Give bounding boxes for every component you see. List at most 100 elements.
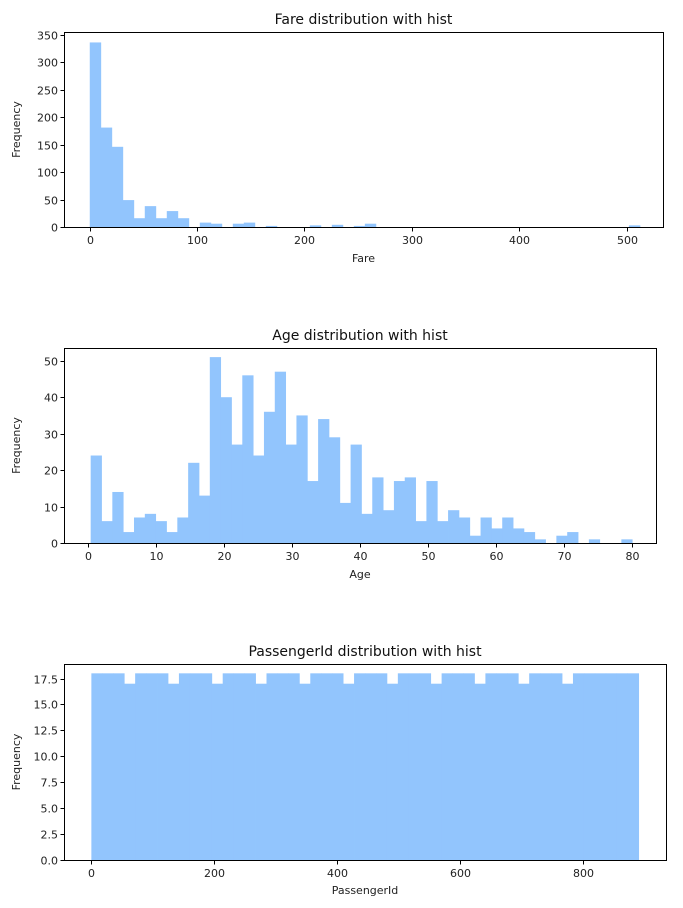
x-axis-label: PassengerId (332, 884, 399, 897)
histogram-bar (485, 673, 497, 860)
x-axis-label: Fare (352, 252, 375, 265)
y-tick-label: 10 (44, 502, 58, 515)
histogram-bar (122, 200, 135, 227)
histogram-bar (419, 673, 432, 860)
histogram-bar (474, 683, 486, 860)
histogram-bar (354, 673, 366, 860)
histogram-bar (123, 532, 135, 543)
histogram-bar (339, 502, 351, 543)
histogram-bar (627, 673, 640, 860)
y-tick-label: 350 (37, 30, 58, 43)
histogram-bar (556, 535, 568, 543)
histogram-bar (209, 357, 222, 543)
x-tick-label: 100 (187, 234, 208, 247)
histogram-bar (605, 673, 618, 860)
histogram-bar (89, 42, 102, 228)
histogram-bar (299, 683, 311, 860)
histogram-bar (507, 673, 519, 860)
histogram-bar (523, 532, 536, 543)
histogram-bar (91, 673, 103, 860)
histogram-bar (452, 673, 464, 860)
y-tick-label: 50 (44, 195, 58, 208)
histogram-bar (144, 513, 157, 543)
histogram-bar (177, 517, 189, 543)
histogram-bar (441, 673, 453, 860)
histogram-bar (588, 539, 601, 543)
histogram-bar (274, 371, 287, 543)
histogram-bar (253, 455, 265, 543)
x-tick-label: 0 (88, 867, 95, 880)
y-tick-label: 12.5 (34, 725, 59, 738)
histogram-bar (296, 415, 308, 543)
y-tick-label: 5.0 (41, 803, 59, 816)
histogram-bar (331, 224, 344, 227)
histogram-bar (102, 673, 114, 860)
histogram-bar (383, 510, 395, 543)
histogram-bar (189, 673, 202, 860)
histogram-bar (332, 673, 344, 860)
x-tick-label: 600 (450, 867, 471, 880)
y-tick-label: 10.0 (34, 751, 59, 764)
x-tick-label: 80 (626, 550, 640, 563)
y-tick-label: 2.5 (41, 829, 59, 842)
histogram-bar (350, 444, 362, 543)
histogram-bar (242, 375, 254, 543)
x-tick-label: 70 (558, 550, 572, 563)
y-tick-label: 7.5 (41, 777, 59, 790)
y-tick-label: 0 (51, 222, 58, 235)
histogram-bar (408, 673, 421, 860)
histogram-bar (364, 223, 377, 227)
chart-title: PassengerId distribution with hist (248, 644, 482, 660)
x-axis-label: Age (349, 568, 371, 581)
histogram-bar (166, 532, 178, 543)
histogram-bar (135, 673, 147, 860)
histogram-bar (594, 673, 607, 860)
y-tick-label: 40 (44, 392, 58, 405)
histogram-bar (244, 673, 256, 860)
histogram-bar (430, 683, 443, 860)
x-tick-label: 800 (573, 867, 594, 880)
histogram-bar (621, 539, 633, 543)
histogram-bar (90, 455, 102, 543)
histogram-bar (502, 517, 514, 543)
histogram-bar (513, 528, 525, 543)
histogram-bar (266, 673, 278, 860)
histogram-bar (426, 481, 438, 543)
histogram-bar (111, 146, 124, 227)
y-tick-label: 50 (44, 356, 58, 369)
histogram-bar (529, 673, 541, 860)
histogram-bar (551, 673, 563, 860)
histogram-bar (146, 673, 158, 860)
y-tick-label: 100 (37, 167, 58, 180)
histogram-bar (277, 673, 289, 860)
passengerid-histogram: 0 200 400 600 800 0.0 2.5 5.0 7.5 10.0 12.5 15.0 17.… (10, 644, 667, 897)
x-tick-label: 400 (509, 234, 530, 247)
histogram-bar (112, 491, 124, 543)
histogram-bar (255, 683, 267, 860)
histogram-bar (463, 673, 475, 860)
histogram-bar (133, 517, 146, 543)
histogram-bar (232, 223, 245, 227)
histogram-bar (496, 673, 508, 860)
histogram-bar (167, 683, 180, 860)
histogram-bar (540, 673, 552, 860)
x-tick-label: 300 (402, 234, 423, 247)
histogram-bar (157, 673, 169, 860)
histogram-bar (210, 223, 223, 227)
x-tick-label: 30 (286, 550, 300, 563)
y-tick-label: 15.0 (34, 699, 59, 712)
histogram-bar (101, 521, 113, 543)
chart-title: Fare distribution with hist (275, 12, 453, 28)
histogram-bar (211, 683, 224, 860)
x-tick-label: 40 (354, 550, 368, 563)
histogram-bar (155, 521, 167, 543)
y-tick-label: 30 (44, 429, 58, 442)
chart-title: Age distribution with hist (272, 328, 448, 344)
histogram-bar (328, 437, 341, 543)
x-tick-label: 60 (490, 550, 504, 563)
histogram-bar (404, 477, 416, 543)
histogram-bar (200, 673, 213, 860)
histogram-bar (375, 673, 388, 860)
age-histogram: 0 10 20 30 40 50 60 70 80 0 10 20 30 40 50 Age distribu… (10, 328, 657, 581)
y-axis-label: Frequency (10, 733, 23, 790)
